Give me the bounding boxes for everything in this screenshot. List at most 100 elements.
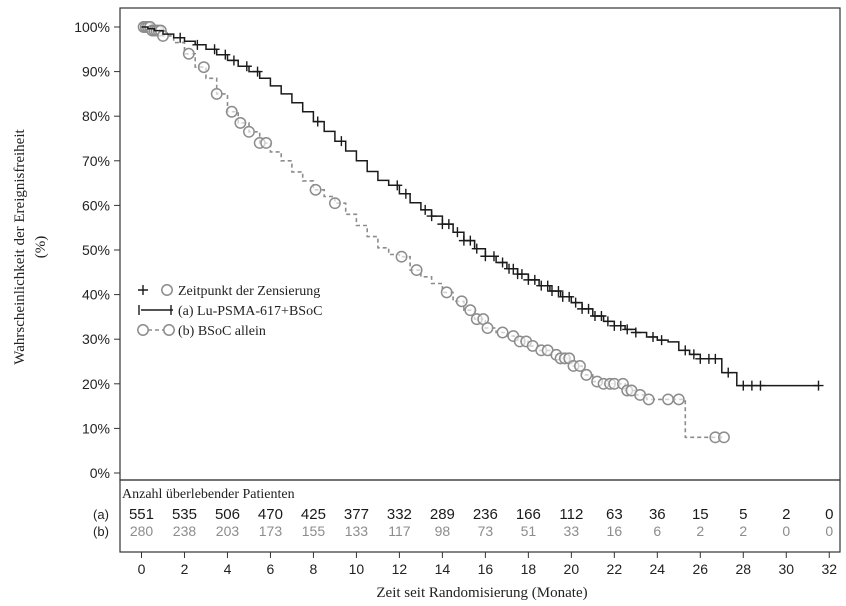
- censor-mark-a: [630, 327, 641, 338]
- y-tick-label: 0%: [90, 465, 110, 481]
- legend-plus-icon: [138, 285, 148, 295]
- series-b: [137, 21, 730, 444]
- at-risk-value: 236: [473, 506, 498, 523]
- at-risk-value: 5: [739, 506, 747, 523]
- censor-mark-b: [309, 183, 322, 196]
- x-tick-label: 24: [650, 561, 666, 577]
- y-tick-label: 40%: [82, 287, 110, 303]
- censor-mark-a: [488, 251, 499, 262]
- x-tick-label: 30: [778, 561, 794, 577]
- series-a: [141, 26, 824, 391]
- at-risk-value: 0: [825, 506, 833, 523]
- at-risk-value: 36: [649, 506, 666, 523]
- x-tick-label: 4: [224, 561, 232, 577]
- censor-mark-b: [481, 322, 494, 334]
- at-risk-value: 289: [430, 506, 455, 523]
- at-risk-value: 2: [739, 523, 747, 539]
- x-tick-label: 26: [693, 561, 709, 577]
- legend-circle-icon: [163, 324, 175, 336]
- at-risk-row-label: (b): [93, 524, 109, 539]
- legend-circle-icon: [161, 284, 173, 296]
- censor-mark-a: [336, 136, 347, 147]
- censor-mark-b: [260, 137, 273, 149]
- at-risk-value: 332: [387, 506, 412, 523]
- at-risk-value: 6: [653, 523, 661, 539]
- censor-mark-a: [426, 211, 437, 222]
- y-axis-unit: (%): [33, 236, 49, 259]
- x-tick-label: 18: [521, 561, 537, 577]
- y-tick-label: 50%: [82, 242, 110, 258]
- censor-mark-a: [175, 32, 186, 43]
- at-risk-value: 238: [173, 523, 197, 539]
- censor-mark-a: [602, 316, 613, 327]
- x-tick-label: 32: [821, 561, 837, 577]
- y-tick-label: 90%: [82, 64, 110, 80]
- censor-mark-a: [755, 380, 766, 391]
- censor-mark-a: [542, 280, 553, 291]
- censor-mark-a: [746, 380, 757, 391]
- censor-mark-b: [672, 393, 685, 406]
- censor-mark-b: [440, 286, 453, 299]
- at-risk-row-label: (a): [93, 507, 109, 522]
- y-tick-label: 80%: [82, 108, 110, 124]
- at-risk-value: 166: [516, 506, 541, 523]
- censor-mark-a: [615, 320, 626, 331]
- at-risk-value: 33: [564, 523, 580, 539]
- censor-mark-a: [400, 188, 411, 199]
- censor-mark-a: [480, 251, 491, 262]
- censor-mark-a: [622, 324, 633, 335]
- at-risk-value: 15: [692, 506, 709, 523]
- x-tick-label: 16: [478, 561, 494, 577]
- censor-mark-a: [443, 219, 454, 230]
- x-tick-label: 6: [267, 561, 275, 577]
- legend: Zeitpunkt der Zensierung (a) Lu-PSMA-617+…: [137, 284, 322, 339]
- censor-mark-a: [564, 291, 575, 302]
- at-risk-value: 551: [129, 506, 154, 523]
- censor-mark-b: [496, 326, 509, 339]
- censor-mark-b: [182, 47, 195, 60]
- x-tick-label: 2: [181, 561, 189, 577]
- censor-mark-a: [465, 235, 476, 246]
- legend-label: (a) Lu-PSMA-617+BSoC: [178, 304, 322, 319]
- at-risk-title: Anzahl überlebender Patienten: [122, 487, 295, 502]
- x-tick-label: 22: [607, 561, 623, 577]
- at-risk-value: 133: [345, 523, 369, 539]
- at-risk-table: Anzahl überlebender Patienten(a) 551 535 50…: [93, 487, 833, 539]
- censor-mark-a: [228, 55, 239, 66]
- censor-mark-a: [392, 180, 403, 191]
- censor-mark-b: [573, 360, 586, 372]
- censor-mark-b: [243, 125, 255, 138]
- at-risk-value: 377: [344, 506, 369, 523]
- censor-mark-a: [583, 303, 594, 314]
- censor-mark-a: [252, 66, 263, 77]
- y-tick-label: 10%: [82, 420, 110, 436]
- censor-mark-a: [516, 269, 527, 280]
- censor-mark-a: [220, 49, 231, 60]
- x-axis-label: Zeit seit Randomisierung (Monate): [376, 585, 587, 601]
- at-risk-value: 16: [607, 523, 623, 539]
- at-risk-value: 73: [478, 523, 494, 539]
- y-tick-label: 70%: [82, 153, 110, 169]
- censor-mark-a: [680, 345, 691, 356]
- at-risk-value: 173: [259, 523, 283, 539]
- censor-mark-b: [662, 393, 675, 406]
- at-risk-value: 2: [782, 506, 790, 523]
- censor-mark-b: [455, 295, 468, 308]
- censor-mark-a: [738, 380, 749, 391]
- series-b-line: [141, 26, 724, 439]
- y-tick-label: 100%: [74, 19, 110, 35]
- censor-mark-a: [813, 380, 824, 391]
- censor-mark-a: [420, 204, 431, 215]
- censor-mark-a: [497, 257, 508, 268]
- at-risk-value: 117: [388, 523, 411, 539]
- at-risk-value: 203: [216, 523, 240, 539]
- censor-mark-b: [410, 264, 423, 277]
- x-tick-label: 0: [138, 561, 146, 577]
- at-risk-value: 2: [696, 523, 704, 539]
- censor-mark-a: [312, 116, 323, 127]
- censor-mark-b: [234, 116, 247, 129]
- at-risk-value: 0: [782, 523, 790, 539]
- censor-mark-b: [225, 105, 238, 118]
- axis-labels: Zeit seit Randomisierung (Monate) Wahrsch…: [12, 128, 588, 601]
- censor-mark-a: [648, 331, 659, 342]
